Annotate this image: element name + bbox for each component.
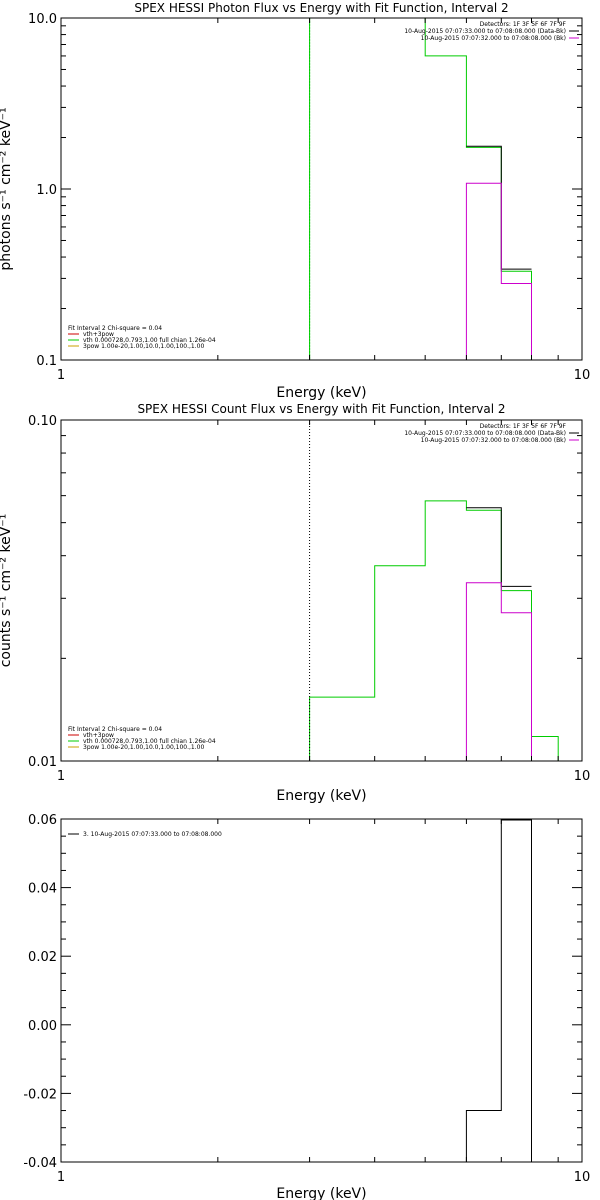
x-tick-label: 1 [57, 1170, 65, 1185]
data-series-2 [466, 145, 532, 270]
y-axis-label: counts s⁻¹ cm⁻² keV⁻¹ [0, 514, 14, 668]
legend-entry: Fit Interval 2 Chi-square = 0.04 [68, 726, 162, 733]
plot-frame [60, 818, 583, 1163]
x-axis-label: Energy (keV) [276, 385, 366, 401]
header-entry: 10-Aug-2015 07:07:32.000 to 07:08:08.000… [421, 35, 566, 42]
data-series-1 [309, 500, 559, 761]
data-series-1 [465, 819, 532, 1162]
legend-entry: vth+3pow [83, 732, 114, 739]
x-axis-label: Energy (keV) [276, 788, 366, 804]
y-tick-label: -0.04 [23, 1156, 57, 1171]
legend-entry: vth 0.000728,0.793,1.00 full chian 1.26e… [83, 337, 216, 344]
y-tick-label: 0.1 [36, 354, 57, 369]
header-entry: Detectors: 1F 3F 5F 6F 7F 9F [480, 21, 567, 28]
x-axis-label: Energy (keV) [276, 1186, 366, 1200]
y-tick-label: 10.0 [28, 12, 57, 27]
header-entry: 10-Aug-2015 07:07:33.000 to 07:08:08.000… [404, 430, 566, 437]
data-series-1 [309, 18, 532, 360]
data-series-3 [465, 182, 532, 360]
plot-frame [60, 17, 583, 361]
legend-entry: vth+3pow [83, 331, 114, 338]
legend-entry: Fit Interval 2 Chi-square = 0.04 [68, 325, 162, 332]
y-tick-label: 0.02 [28, 950, 57, 965]
y-tick-label: 0.06 [28, 813, 57, 828]
y-tick-label: 0.04 [28, 882, 57, 897]
data-series-3 [465, 582, 532, 761]
legend-entry: 3. 10-Aug-2015 07:07:33.000 to 07:08:08.… [83, 831, 222, 838]
chart-panel-3: 1 10 0.06 0.04 0.02 0.00 -0.02 -0.04 Energy (keV… [23, 813, 590, 1200]
x-tick-label: 10 [574, 1170, 591, 1185]
legend-entry: 3pow 1.00e-20,1.00,10.0,1.00,100.,1.00 [83, 343, 204, 350]
y-tick-label: -0.02 [23, 1087, 57, 1102]
data-series-2 [466, 507, 532, 587]
y-axis-label: photons s⁻¹ cm⁻² keV⁻¹ [0, 107, 14, 270]
x-tick-label: 10 [574, 368, 591, 383]
header-entry: 10-Aug-2015 07:07:33.000 to 07:08:08.000… [404, 28, 566, 35]
y-tick-label: 0.01 [28, 755, 57, 770]
y-tick-label: 0.10 [28, 414, 57, 429]
chart-panel-1: SPEX HESSI Photon Flux vs Energy with Fi… [0, 1, 591, 401]
legend-entry: 3pow 1.00e-20,1.00,10.0,1.00,100.,1.00 [83, 744, 204, 751]
chart-title: SPEX HESSI Count Flux vs Energy with Fit… [137, 402, 505, 416]
legend-entry: vth 0.000728,0.793,1.00 full chian 1.26e… [83, 738, 216, 745]
chart-panel-2: SPEX HESSI Count Flux vs Energy with Fit… [0, 402, 590, 804]
plot-frame [60, 419, 583, 762]
header-entry: 10-Aug-2015 07:07:32.000 to 07:08:08.000… [421, 437, 566, 444]
x-tick-label: 10 [574, 769, 591, 784]
chart-title: SPEX HESSI Photon Flux vs Energy with Fi… [134, 1, 508, 15]
y-tick-label: 0.00 [28, 1019, 57, 1034]
header-entry: Detectors: 1F 3F 5F 6F 7F 9F [480, 423, 567, 430]
x-tick-label: 1 [57, 769, 65, 784]
y-tick-label: 1.0 [36, 183, 57, 198]
x-tick-label: 1 [57, 368, 65, 383]
